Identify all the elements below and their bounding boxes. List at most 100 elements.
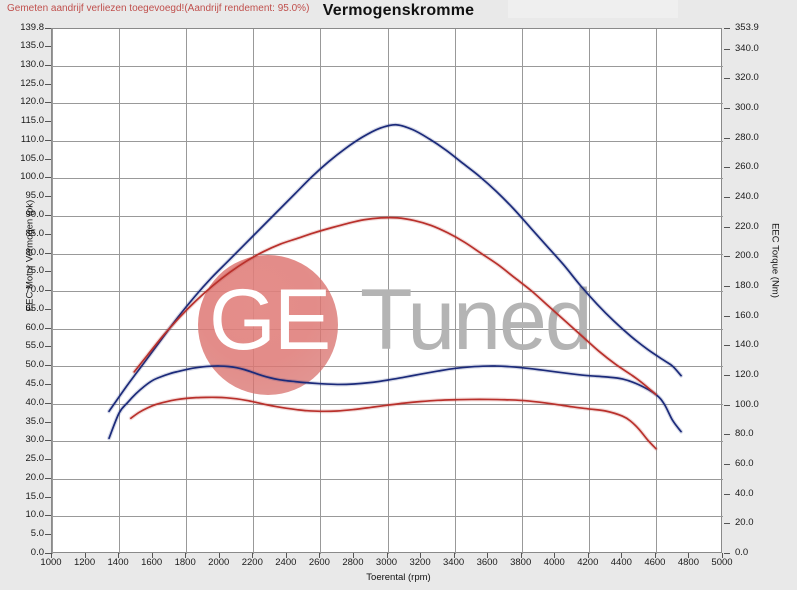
y-axis-tick-label-left: 60.0: [25, 321, 45, 333]
y-axis-tick-label-right: 20.0: [735, 517, 754, 529]
series-line-3: [133, 216, 657, 396]
x-axis-tick-label: 3600: [476, 557, 498, 568]
y-axis-tick-label-left: 105.0: [20, 152, 44, 164]
y-axis-tick-label-right: 0.0: [735, 547, 749, 558]
y-axis-tick-label-left: 125.0: [20, 77, 44, 89]
x-axis-tick-label: 2000: [208, 557, 230, 568]
header-blank-strip: [508, 0, 678, 18]
y-axis-tick-label-left: 85.0: [25, 227, 45, 239]
x-axis-tick-label: 3200: [409, 557, 431, 568]
x-axis-tick-label: 1000: [40, 557, 62, 568]
y-axis-tick-label-left: 50.0: [25, 359, 45, 371]
y-axis-tickmark-right: [724, 256, 730, 257]
y-axis-tick-label-left: 15.0: [25, 490, 45, 502]
y-axis-tickmark-right: [724, 28, 730, 29]
x-axis-tick-label: 4200: [577, 557, 599, 568]
x-axis-tick-label: 4600: [644, 557, 666, 568]
y-axis-tick-label-left: 5.0: [30, 528, 44, 540]
y-axis-tickmark-right: [724, 464, 730, 465]
y-axis-tick-label-left: 45.0: [25, 378, 45, 389]
y-axis-tick-label-right: 353.9: [735, 22, 759, 33]
x-axis-tick-label: 1600: [141, 557, 163, 568]
y-axis-tick-label-left: 65.0: [25, 302, 45, 314]
y-axis-tick-label-left: 135.0: [20, 40, 44, 52]
y-axis-tick-label-left: 40.0: [25, 396, 45, 408]
y-axis-tickmark-right: [724, 138, 730, 139]
y-axis-tick-label-right: 260.0: [735, 161, 759, 173]
y-axis-tick-label-right: 340.0: [735, 42, 759, 54]
y-axis-tick-label-right: 280.0: [735, 131, 759, 143]
y-axis-tick-label-right: 200.0: [735, 250, 759, 262]
y-axis-tick-label-right: 220.0: [735, 220, 759, 232]
y-axis-tick-label-right: 120.0: [735, 368, 759, 380]
series-line-1: [129, 396, 657, 450]
y-axis-tickmark-right: [724, 227, 730, 228]
x-axis-tick-label: 4000: [543, 557, 565, 568]
y-axis-tick-label-right: 140.0: [735, 339, 759, 351]
y-axis-tick-label-left: 120.0: [20, 96, 44, 108]
y-axis-tick-label-left: 35.0: [25, 415, 45, 427]
y-axis-tick-label-left: 75.0: [25, 265, 45, 277]
x-axis-tick-label: 1800: [174, 557, 196, 568]
y-axis-tick-label-right: 160.0: [735, 309, 759, 321]
y-axis-tickmark-right: [724, 494, 730, 495]
y-axis-tickmark-right: [724, 197, 730, 198]
y-axis-tickmark-right: [724, 49, 730, 50]
plot-curves: [107, 122, 684, 451]
y-axis-tick-label-left: 130.0: [20, 58, 44, 70]
y-axis-tickmark-right: [724, 167, 730, 168]
bottom-axis-title: Toerental (rpm): [366, 572, 431, 583]
y-axis-tick-label-right: 300.0: [735, 101, 759, 113]
y-axis-tick-label-left: 90.0: [25, 209, 45, 221]
x-axis-tick-label: 2800: [342, 557, 364, 568]
y-axis-tick-label-right: 180.0: [735, 279, 759, 291]
x-axis-tick-label: 3000: [375, 557, 398, 568]
y-axis-tick-label-left: 95.0: [25, 190, 45, 202]
y-axis-tick-label-left: 139.8: [20, 22, 44, 33]
x-axis-tick-label: 3800: [510, 557, 532, 568]
x-axis-tick-label: 2600: [308, 557, 330, 568]
y-axis-tickmark-right: [724, 316, 730, 317]
y-axis-tick-label-right: 100.0: [735, 398, 759, 410]
y-axis-tick-label-left: 110.0: [20, 133, 44, 145]
x-axis-tick-label: 1400: [107, 557, 129, 568]
chart-title: Vermogenskromme: [322, 2, 475, 19]
y-axis-tickmark-right: [724, 108, 730, 109]
x-axis-tick-label: 4800: [677, 557, 699, 568]
y-axis-tickmark-right: [724, 523, 730, 524]
y-axis-tick-label-right: 60.0: [735, 457, 754, 469]
x-axis-tick-label: 3400: [443, 557, 465, 568]
plot-gridlines: [52, 29, 723, 554]
y-axis-tickmark-left: [45, 553, 51, 554]
x-axis-tick-label: 2400: [275, 557, 297, 568]
y-axis-tick-label-right: 40.0: [735, 487, 754, 499]
y-axis-tick-label-left: 10.0: [25, 509, 45, 521]
y-axis-tickmark-right: [724, 375, 730, 376]
left-axis-title: EEC Motor Vermogen (pk): [24, 199, 36, 312]
series-line-2: [108, 123, 682, 413]
y-axis-tick-label-left: 55.0: [25, 340, 45, 352]
y-axis-tick-label-left: 30.0: [25, 434, 45, 446]
y-axis-tickmark-right: [724, 345, 730, 346]
plot-area: GE Tuned: [51, 28, 723, 554]
y-axis-tick-label-left: 25.0: [25, 453, 45, 465]
y-axis-tick-label-right: 320.0: [735, 72, 759, 84]
series-line-0: [108, 365, 682, 440]
drivetrain-loss-note: Gemeten aandrijf verliezen toegevoegd!(A…: [7, 3, 310, 14]
y-axis-tick-label-left: 70.0: [25, 284, 45, 296]
y-axis-tick-label-right: 240.0: [735, 190, 759, 202]
y-axis-tickmark-right: [724, 553, 730, 554]
y-axis-tickmark-right: [724, 434, 730, 435]
y-axis-tick-label-left: 80.0: [25, 246, 45, 258]
x-axis-tick-label: 4400: [610, 557, 632, 568]
x-axis-tick-label: 1200: [73, 557, 96, 568]
y-axis-tickmark-right: [724, 286, 730, 287]
y-axis-tick-label-left: 100.0: [20, 171, 44, 183]
y-axis-tick-label-right: 80.0: [735, 428, 754, 440]
right-axis-title: EEC Torque (Nm): [769, 223, 781, 298]
y-axis-tick-label-left: 20.0: [25, 471, 45, 483]
y-axis-tick-label-left: 0.0: [30, 547, 44, 558]
y-axis-tickmark-right: [724, 78, 730, 79]
y-axis-tick-label-left: 115.0: [20, 115, 44, 127]
